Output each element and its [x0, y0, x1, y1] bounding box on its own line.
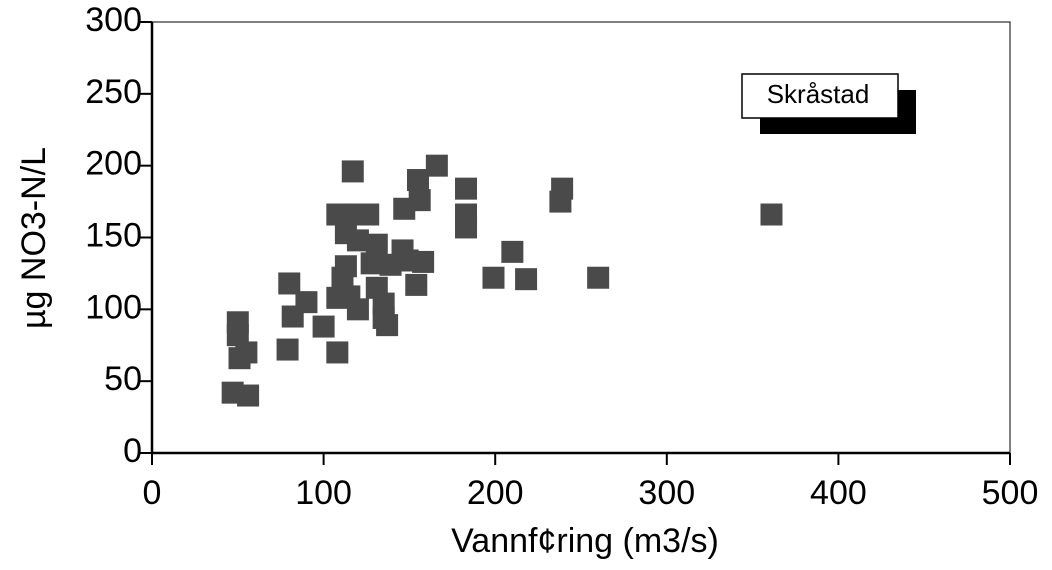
- scatter-point: [326, 341, 349, 364]
- scatter-point: [312, 315, 335, 338]
- scatter-point: [408, 189, 431, 212]
- y-tick-label: 150: [85, 216, 142, 254]
- scatter-point: [278, 272, 301, 295]
- y-tick-label: 100: [85, 288, 142, 326]
- scatter-point: [425, 154, 448, 177]
- x-tick-label: 400: [810, 474, 867, 512]
- scatter-point: [276, 338, 299, 361]
- scatter-point: [455, 177, 478, 200]
- scatter-point: [295, 291, 318, 314]
- y-tick-label: 200: [85, 145, 142, 183]
- scatter-point: [482, 266, 505, 289]
- scatter-point: [412, 250, 435, 273]
- scatter-point: [334, 255, 357, 278]
- x-tick-label: 500: [982, 474, 1039, 512]
- legend-label: Skråstad: [767, 79, 870, 109]
- y-tick-label: 50: [104, 360, 142, 398]
- scatter-point: [365, 233, 388, 256]
- y-tick-label: 250: [85, 73, 142, 111]
- scatter-point: [341, 160, 364, 183]
- scatter-point: [346, 298, 369, 321]
- scatter-point: [235, 341, 258, 364]
- y-tick-label: 300: [85, 1, 142, 39]
- y-tick-label: 0: [123, 432, 142, 470]
- x-tick-label: 0: [143, 474, 162, 512]
- scatter-point: [226, 324, 249, 347]
- scatter-point: [326, 286, 349, 309]
- y-axis-label: µg NO3-N/L: [15, 147, 53, 329]
- x-tick-label: 200: [467, 474, 524, 512]
- x-axis-label: Vannf¢ring (m3/s): [451, 522, 719, 560]
- scatter-point: [760, 203, 783, 226]
- scatter-point: [455, 216, 478, 239]
- scatter-point: [587, 266, 610, 289]
- scatter-point: [372, 292, 395, 315]
- scatter-point: [376, 314, 399, 337]
- scatter-point: [406, 169, 429, 192]
- x-tick-label: 100: [295, 474, 352, 512]
- scatter-point: [237, 384, 260, 407]
- scatter-point: [346, 229, 369, 252]
- legend-box: [741, 73, 899, 119]
- scatter-point: [360, 252, 383, 275]
- scatter-point: [551, 177, 574, 200]
- scatter-point: [515, 268, 538, 291]
- x-tick-label: 300: [638, 474, 695, 512]
- scatter-point: [405, 273, 428, 296]
- scatter-point: [501, 240, 524, 263]
- scatter-point: [357, 203, 380, 226]
